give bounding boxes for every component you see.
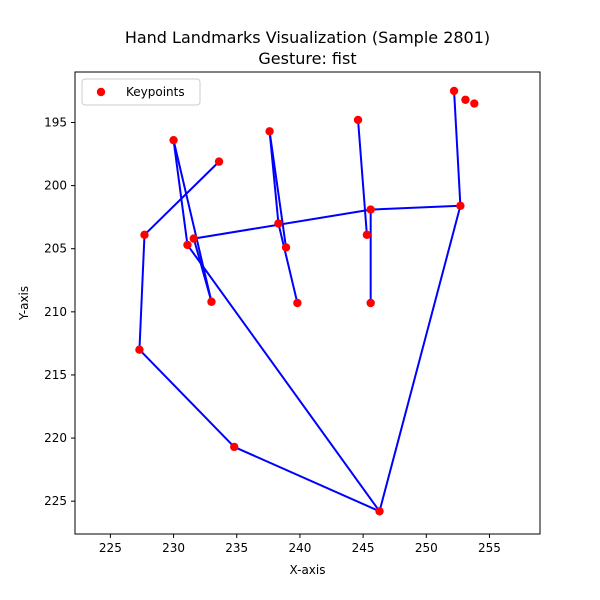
keypoint-16 [183, 240, 192, 250]
x-tick-label: 250 [415, 541, 438, 555]
keypoint-7 [366, 298, 375, 308]
connection-line-1 [138, 349, 235, 448]
connections-layer [138, 90, 462, 513]
y-tick-label: 225 [44, 494, 67, 508]
legend-label: Keypoints [126, 85, 185, 99]
legend: Keypoints [81, 78, 201, 106]
keypoints-layer [135, 86, 479, 516]
keypoint-17 [169, 135, 178, 145]
keypoint-4 [214, 157, 224, 166]
y-tick-label: 205 [44, 242, 67, 256]
y-tick-label: 195 [44, 115, 67, 129]
legend-marker [96, 87, 106, 97]
keypoint-18 [449, 86, 459, 96]
y-axis-label: Y-axis [17, 286, 31, 321]
connection-line-12 [268, 131, 280, 224]
x-axis-label: X-axis [290, 563, 326, 577]
keypoint-2 [135, 345, 144, 354]
keypoint-20 [470, 99, 479, 108]
y-ticks: 195 200 205 210 215 220 225 [44, 115, 75, 508]
x-tick-label: 255 [478, 541, 501, 555]
connection-line-0 [233, 445, 380, 513]
x-tick-label: 240 [288, 541, 311, 555]
x-ticks: 225 230 235 240 245 250 255 [99, 534, 501, 555]
x-tick-label: 235 [225, 541, 248, 555]
keypoint-15 [207, 297, 216, 306]
connection-line-6 [370, 204, 461, 211]
keypoint-10 [274, 219, 283, 228]
keypoint-5 [456, 201, 465, 211]
y-tick-label: 210 [44, 305, 67, 319]
x-tick-label: 245 [352, 541, 375, 555]
keypoint-8 [362, 230, 372, 240]
keypoint-0 [375, 507, 384, 516]
y-tick-label: 200 [44, 179, 67, 193]
chart-subtitle: Gesture: fist [258, 49, 356, 68]
x-tick-label: 230 [162, 541, 185, 555]
y-tick-label: 220 [44, 431, 67, 445]
legend-box [81, 78, 201, 106]
connection-line-2 [138, 234, 146, 350]
keypoint-13 [265, 127, 274, 136]
connection-line-5 [453, 90, 462, 206]
keypoint-12 [281, 243, 291, 252]
keypoint-14 [189, 234, 198, 243]
connection-line-15 [172, 139, 213, 302]
y-tick-label: 215 [44, 368, 67, 382]
keypoint-6 [366, 205, 375, 214]
keypoint-11 [293, 298, 302, 308]
connection-line-10 [277, 223, 299, 304]
connection-line-16 [186, 244, 381, 512]
connection-line-9 [357, 119, 368, 235]
keypoint-3 [140, 230, 149, 240]
keypoint-1 [230, 442, 239, 452]
connection-line-4 [378, 205, 462, 512]
keypoint-19 [461, 95, 470, 104]
chart-title: Hand Landmarks Visualization (Sample 280… [125, 28, 490, 47]
keypoint-9 [353, 115, 363, 125]
connection-line-14 [172, 140, 189, 246]
plot-frame [74, 71, 541, 535]
x-tick-label: 225 [99, 541, 122, 555]
